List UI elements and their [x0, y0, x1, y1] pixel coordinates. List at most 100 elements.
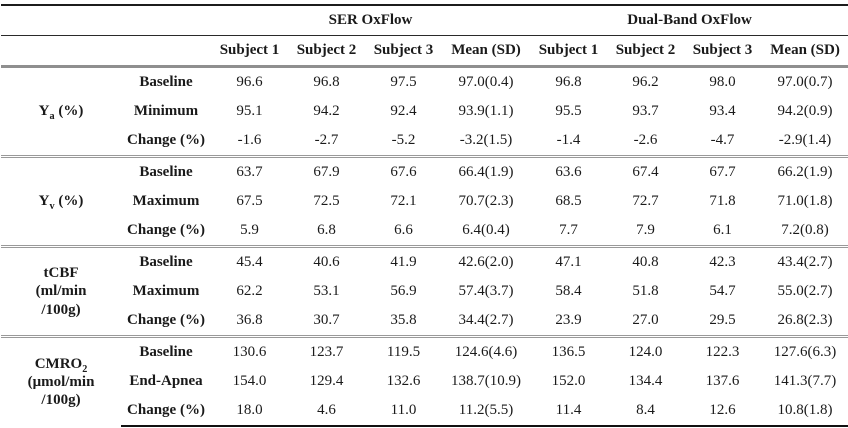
value-cell: 58.4: [555, 282, 582, 299]
value-cell: 27.0: [632, 311, 659, 328]
value-cell: 96.8: [555, 73, 582, 90]
table-row: Ya (%) Baseline 96.6 96.8 97.5 97.0(0.4)…: [1, 67, 848, 122]
table-row: CMRO2 (μmol/min /100g) Baseline 130.6 12…: [1, 335, 848, 426]
value-cell: 122.3: [684, 335, 762, 367]
col-header: Subject 1: [530, 35, 608, 68]
value-cell: 6.4(0.4): [462, 221, 510, 238]
col-header: Subject 3: [365, 35, 442, 68]
header-dual-band-oxflow: Dual-Band OxFlow: [530, 4, 848, 36]
table-row: Yv (%) Baseline 63.7 67.9 67.6 66.4(1.9)…: [1, 155, 848, 247]
col-header: Subject 2: [288, 35, 365, 68]
value-cell: 55.0(2.7): [777, 282, 833, 299]
value-cell: 129.4: [309, 372, 344, 389]
value-cell: 66.4(1.9): [442, 155, 531, 187]
value-cell: 97.0(0.4): [458, 73, 514, 90]
value-cell: 43.4(2.7): [761, 245, 848, 277]
value-cell: 41.9: [365, 245, 442, 277]
value-cell: 62.2: [236, 282, 263, 299]
value-cell: 11.2(5.5): [442, 396, 531, 427]
row-label: End-Apnea: [129, 372, 203, 389]
group-label-line: Yv (%): [38, 193, 84, 213]
table-row: Change (%) -1.6 -2.7 -5.2 -3.2(1.5) -1.4…: [1, 126, 848, 157]
value-cell: 8.4: [607, 396, 685, 427]
header-stub: [1, 4, 211, 36]
value-cell: 138.7(10.9): [451, 372, 521, 389]
col-header: Subject 3: [684, 35, 762, 68]
value-cell: 97.0(0.7): [777, 73, 833, 90]
value-cell: 67.5: [236, 192, 263, 209]
value-cell: 95.1: [236, 102, 263, 119]
value-cell: 96.6: [236, 73, 263, 90]
value-cell: 5.9: [240, 221, 259, 238]
row-label: Change (%): [127, 131, 205, 148]
value-cell: 124.0: [607, 335, 685, 367]
table-row: Maximum 62.2 53.1 56.9 57.4(3.7) 58.4 51…: [1, 277, 848, 306]
value-cell: 68.5: [555, 192, 582, 209]
value-cell: 98.0: [709, 73, 736, 90]
value-cell: -4.7: [710, 131, 735, 148]
value-cell: 18.0: [211, 396, 288, 427]
value-cell: -3.2(1.5): [459, 131, 513, 148]
value-cell: 30.7: [313, 311, 340, 328]
col-header: Subject 1: [211, 35, 288, 68]
value-cell: 132.6: [386, 372, 421, 389]
value-cell: 67.4: [607, 155, 685, 187]
value-cell: 66.2(1.9): [761, 155, 848, 187]
value-cell: 154.0: [232, 372, 267, 389]
value-cell: 26.8(2.3): [777, 311, 833, 328]
table-row: Change (%) 36.8 30.7 35.8 34.4(2.7) 23.9…: [1, 306, 848, 337]
value-cell: -2.6: [633, 131, 658, 148]
value-cell: 53.1: [313, 282, 340, 299]
value-cell: 124.6(4.6): [442, 335, 531, 367]
value-cell: 94.2(0.9): [777, 102, 833, 119]
value-cell: -1.6: [237, 131, 262, 148]
value-cell: 40.8: [607, 245, 685, 277]
value-cell: 67.6: [365, 155, 442, 187]
value-cell: 123.7: [288, 335, 365, 367]
col-header: Mean (SD): [761, 35, 848, 68]
row-label: Baseline: [139, 73, 193, 90]
row-group-label-tcbf: tCBF (ml/min /100g): [1, 245, 121, 337]
method-header-row: SER OxFlow Dual-Band OxFlow: [1, 4, 848, 36]
value-cell: -2.9(1.4): [778, 131, 832, 148]
row-label: Change (%): [127, 311, 205, 328]
value-cell: -1.4: [556, 131, 581, 148]
group-label-line: tCBF: [43, 265, 79, 282]
value-cell: 7.7: [559, 221, 578, 238]
table-row: End-Apnea 154.0 129.4 132.6 138.7(10.9) …: [1, 367, 848, 396]
value-cell: 47.1: [530, 245, 608, 277]
value-cell: 63.7: [211, 155, 288, 187]
row-label: Minimum: [133, 102, 199, 119]
value-cell: 96.8: [313, 73, 340, 90]
value-cell: 6.6: [394, 221, 413, 238]
header-ser-oxflow: SER OxFlow: [211, 4, 531, 36]
row-group-label-yv: Yv (%): [1, 155, 121, 247]
value-cell: 67.9: [288, 155, 365, 187]
value-cell: -2.7: [314, 131, 339, 148]
value-cell: 56.9: [390, 282, 417, 299]
group-label-line: (μmol/min: [27, 373, 95, 390]
value-cell: 141.3(7.7): [773, 372, 837, 389]
value-cell: 137.6: [705, 372, 740, 389]
value-cell: 35.8: [390, 311, 417, 328]
col-header: Mean (SD): [442, 35, 531, 68]
row-label: Baseline: [121, 245, 211, 277]
value-cell: 97.5: [390, 73, 417, 90]
row-label: Maximum: [132, 282, 200, 299]
subject-header-row: Subject 1 Subject 2 Subject 3 Mean (SD) …: [1, 35, 848, 68]
value-cell: 72.1: [390, 192, 417, 209]
value-cell: 130.6: [211, 335, 288, 367]
row-label: Change (%): [121, 396, 211, 427]
value-cell: 136.5: [530, 335, 608, 367]
value-cell: 6.8: [317, 221, 336, 238]
value-cell: 71.8: [709, 192, 736, 209]
value-cell: 40.6: [288, 245, 365, 277]
value-cell: 93.7: [632, 102, 659, 119]
value-cell: 93.4: [709, 102, 736, 119]
row-label: Maximum: [132, 192, 200, 209]
row-group-label-ya: Ya (%): [1, 67, 121, 157]
value-cell: 119.5: [365, 335, 442, 367]
header-stub: [1, 35, 211, 68]
value-cell: 36.8: [236, 311, 263, 328]
value-cell: 34.4(2.7): [458, 311, 514, 328]
